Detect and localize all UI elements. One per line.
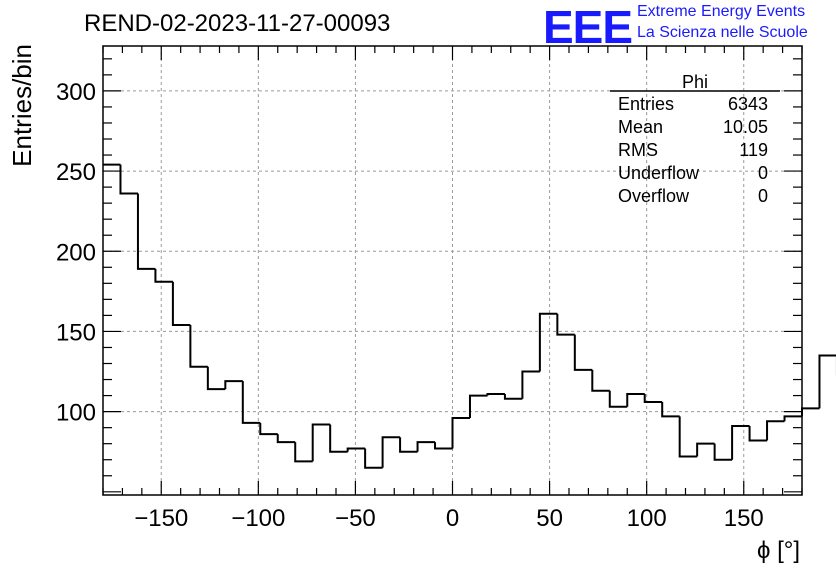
histogram-bin <box>364 448 383 469</box>
histogram-bin <box>521 370 540 399</box>
y-tick-label: 250 <box>56 159 96 186</box>
histogram-bin <box>643 393 663 403</box>
histogram-bin <box>136 193 156 270</box>
histogram-bin <box>678 416 698 458</box>
histogram-bin <box>416 441 436 452</box>
stats-label: Mean <box>618 117 663 137</box>
stats-label: Overflow <box>618 186 690 206</box>
histogram-bin <box>713 443 733 461</box>
histogram-bin <box>329 424 348 453</box>
histogram-bin <box>346 447 366 452</box>
y-axis-label: Entries/bin <box>7 44 37 167</box>
histogram-bin <box>591 369 610 392</box>
stats-name: Phi <box>682 72 708 92</box>
histogram-bin <box>748 426 768 442</box>
stats-value: 119 <box>739 140 768 160</box>
stats-label: Entries <box>618 94 674 114</box>
x-tick-label: 150 <box>724 505 764 532</box>
histogram-bin <box>731 425 750 460</box>
chart-title: REND-02-2023-11-27-00093 <box>84 10 391 37</box>
stats-label: RMS <box>618 140 658 160</box>
stats-value: 10.05 <box>723 117 768 137</box>
x-tick-label: −100 <box>231 505 285 532</box>
histogram-bin <box>626 392 645 407</box>
histogram-bin <box>259 422 278 436</box>
x-tick-label: 50 <box>536 505 563 532</box>
histogram-bin <box>486 392 505 396</box>
stats-value: 0 <box>758 163 768 183</box>
x-tick-label: 0 <box>446 505 459 532</box>
stats-value: 0 <box>758 186 768 206</box>
x-tick-label: 100 <box>627 505 667 532</box>
logo-line-2: La Scienza nelle Scuole <box>637 24 808 41</box>
histogram-bin <box>468 394 488 419</box>
histogram-bin <box>766 420 785 441</box>
histogram-bin <box>206 366 226 391</box>
y-tick-label: 300 <box>56 79 96 106</box>
y-tick-label: 200 <box>56 239 96 266</box>
histogram-bin <box>556 313 575 336</box>
histogram-bin <box>276 434 296 444</box>
histogram-bin <box>608 390 628 408</box>
histogram-bin <box>189 325 208 368</box>
stats-label: Underflow <box>618 163 700 183</box>
histogram-bin <box>503 393 523 400</box>
histogram-bin <box>434 442 453 450</box>
eee-logo: EEE <box>543 1 633 53</box>
x-tick-label: −150 <box>134 505 188 532</box>
x-axis-label: ϕ [°] <box>757 537 800 564</box>
logo-line-1: Extreme Energy Events <box>637 3 806 20</box>
histogram-bin <box>119 164 138 195</box>
histogram-bin <box>783 415 802 422</box>
histogram-bin <box>801 407 820 417</box>
histogram-bin <box>818 354 836 409</box>
histogram-bin <box>224 380 243 390</box>
histogram-bin <box>696 442 715 457</box>
histogram-bin <box>538 312 558 372</box>
histogram-bin <box>154 268 173 283</box>
histogram-bin <box>451 417 470 449</box>
x-tick-label: −50 <box>335 505 376 532</box>
histogram-bin <box>241 381 261 424</box>
histogram-bin <box>171 281 191 327</box>
histogram-bin <box>573 334 593 371</box>
histogram-bin <box>311 423 331 462</box>
y-tick-label: 100 <box>56 400 96 427</box>
histogram-bin <box>661 401 680 418</box>
histogram-bin <box>381 436 401 468</box>
y-tick-label: 150 <box>56 319 96 346</box>
stats-value: 6343 <box>728 94 768 114</box>
histogram-bin <box>399 437 418 453</box>
histogram-bin <box>294 442 313 463</box>
